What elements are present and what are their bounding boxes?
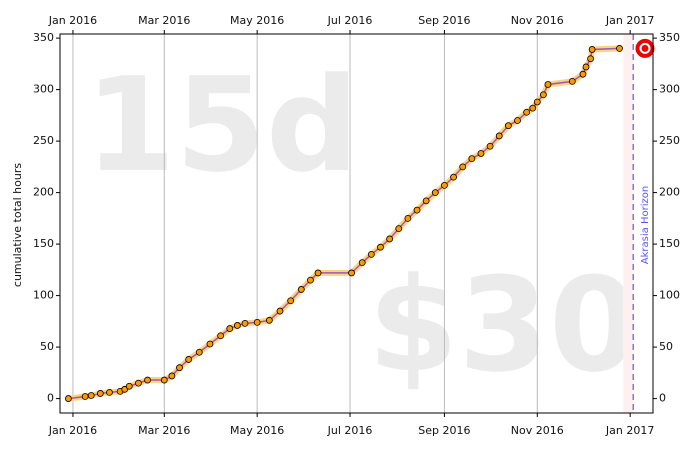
y-tick-label: 150 bbox=[33, 237, 54, 250]
datapoint bbox=[87, 392, 95, 399]
datapoint bbox=[486, 142, 494, 150]
datapoint bbox=[121, 385, 129, 393]
y-tick-label: 200 bbox=[659, 186, 680, 199]
y-tick-label: 300 bbox=[33, 83, 54, 96]
datapoint bbox=[206, 340, 214, 348]
x-tick-label: Sep 2016 bbox=[418, 424, 470, 437]
x-tick-label: Nov 2016 bbox=[511, 424, 564, 437]
datapoint bbox=[404, 214, 412, 222]
x-tick-label: Jul 2016 bbox=[327, 14, 373, 27]
datapoint bbox=[307, 276, 314, 284]
watermark-pledge: $30 bbox=[368, 249, 639, 401]
datapoint bbox=[287, 297, 295, 305]
datapoint bbox=[314, 269, 322, 277]
y-tick-label: 300 bbox=[659, 83, 680, 96]
y-tick-label: 350 bbox=[659, 31, 680, 44]
datapoint bbox=[529, 104, 537, 112]
y-tick-label: 250 bbox=[659, 134, 680, 147]
akrasia-label: Akrasia Horizon bbox=[640, 186, 651, 264]
datapoint bbox=[459, 163, 467, 171]
datapoint bbox=[422, 197, 430, 205]
y-tick-label: 350 bbox=[33, 31, 54, 44]
datapoint bbox=[64, 395, 72, 402]
x-tick-label: Jan 2016 bbox=[48, 14, 97, 27]
datapoint bbox=[265, 316, 273, 324]
datapoint bbox=[523, 108, 531, 116]
x-tick-label: Jan 2017 bbox=[605, 424, 654, 437]
datapoint bbox=[568, 77, 576, 85]
y-tick-label: 100 bbox=[659, 289, 680, 302]
x-tick-label: Jan 2017 bbox=[605, 14, 654, 27]
plot-frame bbox=[59, 33, 654, 414]
datapoint bbox=[125, 382, 133, 390]
x-tick-label: Sep 2016 bbox=[418, 14, 470, 27]
datapoint bbox=[253, 318, 261, 326]
datapoint bbox=[533, 98, 541, 106]
x-tick-label: Mar 2016 bbox=[138, 14, 190, 27]
safety-zone bbox=[623, 34, 634, 413]
y-tick-label: 250 bbox=[33, 134, 54, 147]
y-tick-label: 150 bbox=[659, 237, 680, 250]
datapoint bbox=[185, 356, 193, 363]
datapoint bbox=[168, 372, 176, 380]
x-tick-label: Nov 2016 bbox=[511, 14, 564, 27]
datapoint bbox=[358, 259, 366, 267]
x-tick-label: May 2016 bbox=[230, 424, 284, 437]
datapoint bbox=[81, 393, 89, 400]
y-tick-label: 100 bbox=[33, 289, 54, 302]
datapoint bbox=[539, 91, 547, 99]
datapoint bbox=[276, 307, 284, 315]
x-tick-label: Jan 2016 bbox=[48, 424, 97, 437]
datapoint bbox=[160, 376, 168, 384]
y-axis-label: cumulative total hours bbox=[11, 163, 24, 287]
datapoint bbox=[582, 63, 590, 71]
datapoint bbox=[386, 235, 394, 243]
datapoint bbox=[431, 189, 439, 197]
datapoint bbox=[106, 389, 113, 396]
datapoint bbox=[544, 81, 552, 88]
datapoint bbox=[514, 117, 521, 124]
datapoint bbox=[587, 55, 594, 63]
datapoint bbox=[413, 206, 421, 214]
datapoint bbox=[241, 319, 249, 327]
datapoint bbox=[468, 155, 476, 163]
plot-area bbox=[60, 34, 653, 413]
datapoint bbox=[226, 325, 234, 332]
datapoint bbox=[135, 379, 142, 387]
datapoint bbox=[377, 243, 384, 251]
datapoint bbox=[504, 122, 512, 130]
datapoint bbox=[348, 269, 355, 277]
y-tick-label: 50 bbox=[40, 340, 54, 353]
y-tick-label: 0 bbox=[47, 392, 54, 405]
x-tick-label: May 2016 bbox=[230, 14, 284, 27]
datapoint bbox=[176, 364, 183, 372]
datapoint bbox=[495, 132, 503, 140]
datapoint bbox=[217, 332, 225, 340]
datapoint bbox=[297, 286, 305, 293]
x-tick-label: Mar 2016 bbox=[138, 424, 190, 437]
y-tick-label: 0 bbox=[659, 392, 666, 405]
bullseye bbox=[641, 44, 649, 52]
datapoint bbox=[233, 322, 241, 329]
datapoint bbox=[616, 45, 623, 52]
datapoint bbox=[395, 225, 403, 233]
datapoint bbox=[195, 348, 203, 356]
datapoint bbox=[144, 376, 151, 384]
y-tick-label: 50 bbox=[659, 340, 673, 353]
datapoint bbox=[441, 181, 448, 189]
datapoint bbox=[450, 173, 457, 181]
datapoint bbox=[96, 390, 104, 397]
x-tick-label: Jul 2016 bbox=[327, 424, 373, 437]
y-tick-label: 200 bbox=[33, 186, 54, 199]
datapoint bbox=[367, 250, 375, 258]
datapoint bbox=[588, 46, 596, 53]
watermark-deadline: 15d bbox=[85, 49, 359, 201]
datapoint bbox=[477, 150, 485, 157]
datapoint bbox=[579, 70, 587, 78]
